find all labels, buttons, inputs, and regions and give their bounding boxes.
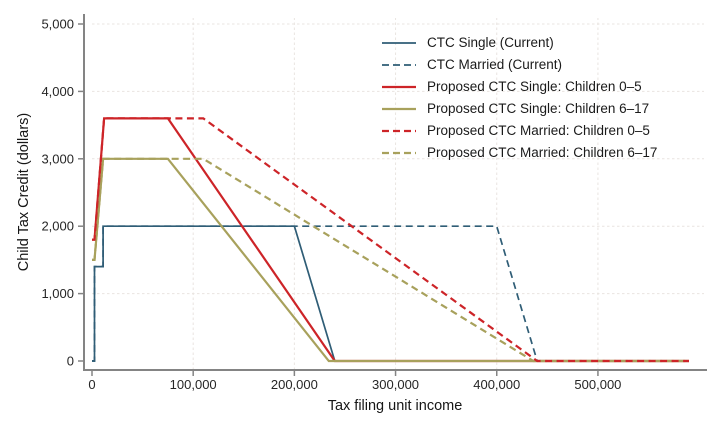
y-tick-label: 4,000 bbox=[41, 84, 74, 99]
legend-item: CTC Married (Current) bbox=[381, 55, 657, 74]
legend-item: Proposed CTC Single: Children 0–5 bbox=[381, 77, 657, 96]
legend-label: CTC Single (Current) bbox=[427, 35, 554, 50]
x-tick-label: 400,000 bbox=[473, 377, 520, 392]
x-tick-label: 300,000 bbox=[372, 377, 419, 392]
legend-line-swatch bbox=[382, 85, 416, 88]
legend-label: Proposed CTC Single: Children 6–17 bbox=[427, 101, 650, 116]
legend-label: Proposed CTC Married: Children 0–5 bbox=[427, 123, 650, 138]
legend: CTC Single (Current) CTC Married (Current… bbox=[381, 33, 657, 162]
legend-line-swatch bbox=[382, 151, 416, 154]
x-tick-label: 500,000 bbox=[574, 377, 621, 392]
legend-item: Proposed CTC Single: Children 6–17 bbox=[381, 99, 657, 118]
legend-item: CTC Single (Current) bbox=[381, 33, 657, 52]
series-line-3 bbox=[92, 157, 689, 363]
legend-line-swatch bbox=[382, 107, 416, 110]
legend-line-swatch bbox=[382, 63, 416, 66]
x-axis-title: Tax filing unit income bbox=[327, 398, 463, 414]
series-line-5 bbox=[92, 117, 689, 363]
y-tick-label: 5,000 bbox=[41, 17, 74, 32]
legend-item: Proposed CTC Married: Children 0–5 bbox=[381, 121, 657, 140]
y-tick-label: 2,000 bbox=[41, 219, 74, 234]
x-tick-label: 0 bbox=[88, 377, 95, 392]
legend-label: Proposed CTC Single: Children 0–5 bbox=[427, 79, 642, 94]
y-axis-title: Child Tax Credit (dollars) bbox=[16, 112, 32, 272]
y-tick-label: 3,000 bbox=[41, 151, 74, 166]
series-line-1 bbox=[92, 225, 689, 362]
y-tick-label: 1,000 bbox=[41, 286, 74, 301]
series-line-4 bbox=[92, 157, 689, 363]
legend-line-swatch bbox=[382, 129, 416, 132]
x-tick-label: 100,000 bbox=[170, 377, 217, 392]
legend-line-swatch bbox=[382, 41, 416, 44]
legend-label: Proposed CTC Married: Children 6–17 bbox=[427, 145, 658, 160]
legend-label: CTC Married (Current) bbox=[427, 57, 563, 72]
y-tick-label: 0 bbox=[67, 354, 74, 369]
legend-item: Proposed CTC Married: Children 6–17 bbox=[381, 143, 657, 162]
x-tick-label: 200,000 bbox=[271, 377, 318, 392]
